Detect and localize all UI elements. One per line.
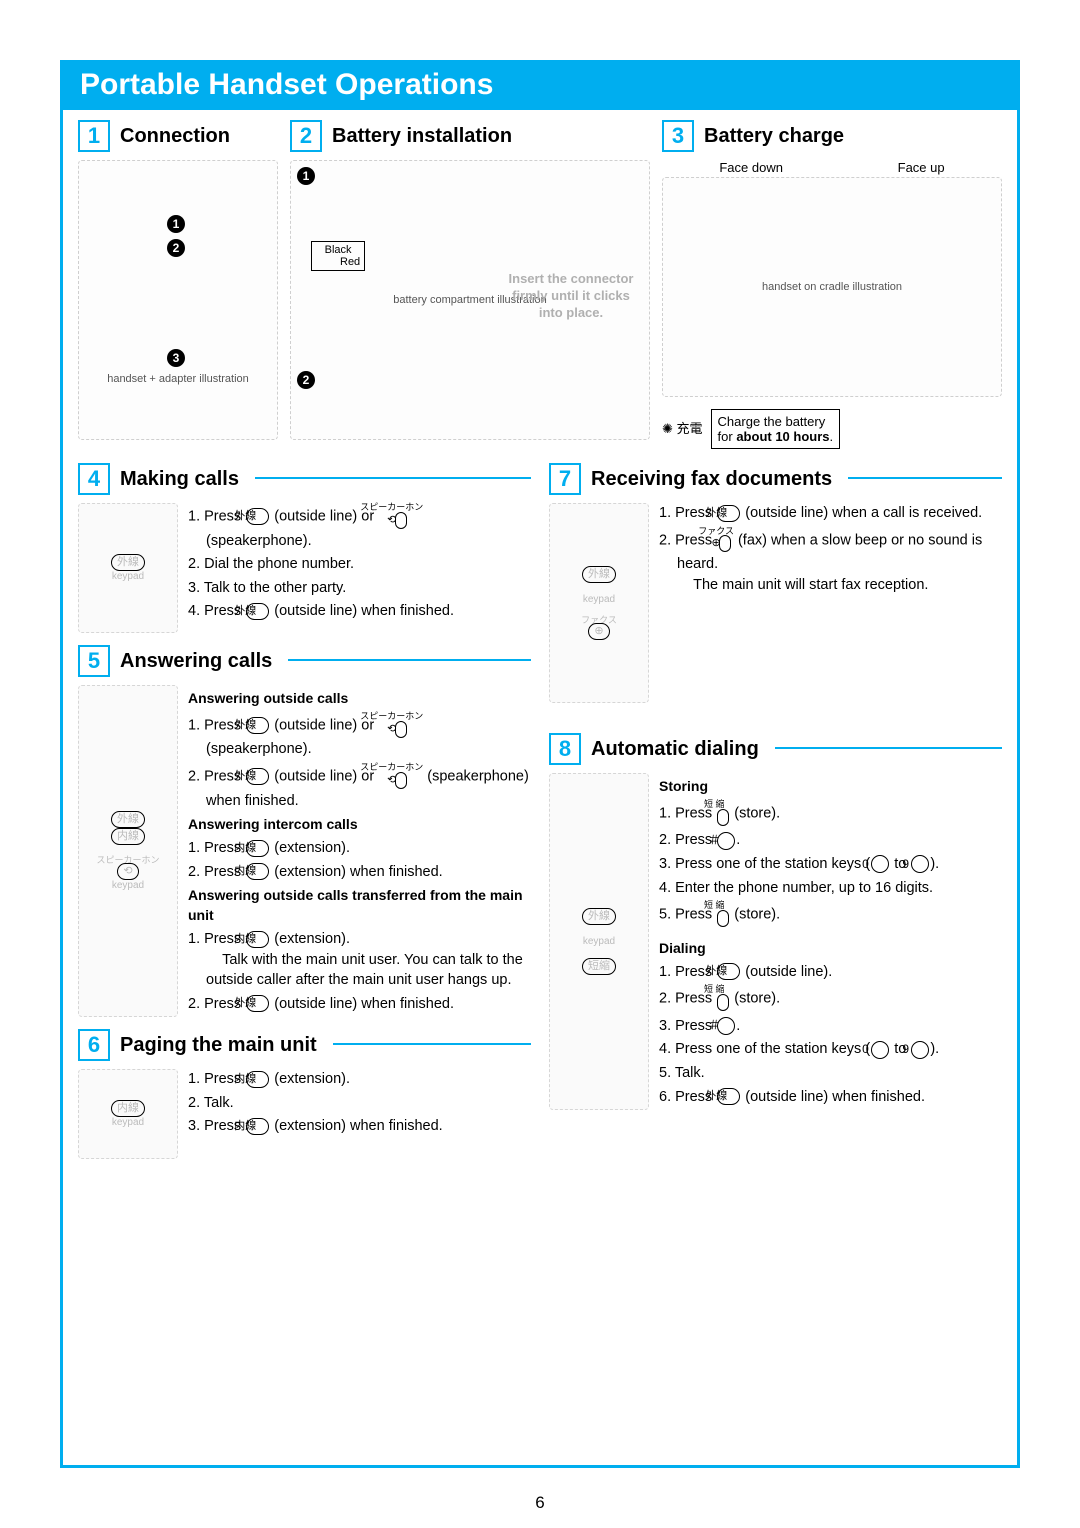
s5-sub3-head: Answering outside calls transferred from… bbox=[188, 886, 531, 926]
rule-7 bbox=[848, 477, 1002, 479]
s6-1: 1. Press 内線 (extension). bbox=[188, 1069, 531, 1090]
title-making-calls: Making calls bbox=[120, 468, 239, 491]
s4-step2: 2. Dial the phone number. bbox=[188, 554, 531, 575]
diagram-battery-install: 1 2 Black Red Insert the connector firml… bbox=[290, 160, 650, 440]
title-battery-install: Battery installation bbox=[332, 125, 512, 148]
section-battery-charge: 3 Battery charge Face down Face up hands… bbox=[662, 120, 1002, 449]
charge-note-a: Charge the battery bbox=[718, 414, 826, 429]
s7-1: 1. Press 外線 (outside line) when a call i… bbox=[659, 503, 1002, 524]
title-paging: Paging the main unit bbox=[120, 1034, 317, 1057]
badge-2: 2 bbox=[290, 120, 322, 152]
s7-2: 2. Press ファクス⊕ (fax) when a slow beep or… bbox=[659, 527, 1002, 596]
face-labels: Face down Face up bbox=[662, 160, 1002, 175]
s6-2: 2. Talk. bbox=[188, 1093, 531, 1114]
section-4-body: 外線keypad 1. Press 外線 (outside line) or ス… bbox=[78, 503, 531, 633]
badge-6: 6 bbox=[78, 1029, 110, 1061]
keypad-illus-8: 外線keypad短縮 bbox=[549, 773, 649, 1110]
bottom-columns: 4 Making calls 外線keypad 1. Press 外線 (out… bbox=[78, 463, 1002, 1171]
right-column: 7 Receiving fax documents 外線keypadファクス⊕ … bbox=[549, 463, 1002, 1171]
instr-5: Answering outside calls 1. Press 外線 (out… bbox=[188, 685, 531, 1017]
s5-2-2: 2. Press 内線 (extension) when finished. bbox=[188, 862, 531, 883]
diagram-battery-charge: handset on cradle illustration bbox=[662, 177, 1002, 397]
badge-3: 3 bbox=[662, 120, 694, 152]
label-black: Black bbox=[325, 244, 352, 256]
section-8-body: 外線keypad短縮 Storing 1. Press 短 縮 (store).… bbox=[549, 773, 1002, 1110]
s8-d-6: 6. Press 外線 (outside line) when finished… bbox=[659, 1087, 1002, 1108]
title-fax: Receiving fax documents bbox=[591, 468, 832, 491]
page-title: Portable Handset Operations bbox=[80, 68, 493, 101]
s8-st-1: 1. Press 短 縮 (store). bbox=[659, 800, 1002, 828]
s4-step3: 3. Talk to the other party. bbox=[188, 578, 531, 599]
s8-d-3: 3. Press ＃. bbox=[659, 1016, 1002, 1037]
charge-jp: 充電 bbox=[677, 421, 703, 436]
s5-1-2: 2. Press 外線 (outside line) or スピーカーホン⟲ (… bbox=[188, 763, 531, 811]
instr-8: Storing 1. Press 短 縮 (store). 2. Press ＃… bbox=[659, 773, 1002, 1110]
rule-5 bbox=[288, 659, 531, 661]
s6-3: 3. Press 内線 (extension) when finished. bbox=[188, 1116, 531, 1137]
s5-3-2: 2. Press 外線 (outside line) when finished… bbox=[188, 994, 531, 1015]
title-answering: Answering calls bbox=[120, 650, 272, 673]
badge-7: 7 bbox=[549, 463, 581, 495]
rule-6 bbox=[333, 1043, 531, 1045]
face-up-label: Face up bbox=[898, 160, 945, 175]
section-6-body: 内線keypad 1. Press 内線 (extension). 2. Tal… bbox=[78, 1069, 531, 1159]
section-7-body: 外線keypadファクス⊕ 1. Press 外線 (outside line)… bbox=[549, 503, 1002, 703]
s8-st-2: 2. Press ＃. bbox=[659, 830, 1002, 851]
s8-d-1: 1. Press 外線 (outside line). bbox=[659, 962, 1002, 983]
badge-4: 4 bbox=[78, 463, 110, 495]
keypad-illus-4: 外線keypad bbox=[78, 503, 178, 633]
title-battery-charge: Battery charge bbox=[704, 125, 844, 148]
s5-sub2-head: Answering intercom calls bbox=[188, 815, 531, 835]
badge-8: 8 bbox=[549, 733, 581, 765]
instr-4: 1. Press 外線 (outside line) or スピーカーホン⟲ (… bbox=[188, 503, 531, 633]
title-connection: Connection bbox=[120, 125, 230, 148]
section-5-body: 外線内線スピーカーホン⟲keypad Answering outside cal… bbox=[78, 685, 531, 1017]
s4-step4: 4. Press 外線 (outside line) when finished… bbox=[188, 601, 531, 622]
s8-st-4: 4. Enter the phone number, up to 16 digi… bbox=[659, 878, 1002, 899]
top-row: 1 Connection 1 2 3 handset + adapter ill… bbox=[78, 120, 1002, 449]
title-auto-dial: Automatic dialing bbox=[591, 738, 759, 761]
rule-8 bbox=[775, 747, 1002, 749]
left-column: 4 Making calls 外線keypad 1. Press 外線 (out… bbox=[78, 463, 531, 1171]
s5-2-1: 1. Press 内線 (extension). bbox=[188, 838, 531, 859]
keypad-illus-5: 外線内線スピーカーホン⟲keypad bbox=[78, 685, 178, 1017]
insert-note: Insert the connector firmly until it cli… bbox=[501, 271, 641, 322]
s8-d-5: 5. Talk. bbox=[659, 1063, 1002, 1084]
badge-1: 1 bbox=[78, 120, 110, 152]
s8-d-4: 4. Press one of the station keys (0 to 9… bbox=[659, 1039, 1002, 1060]
page-title-bar: Portable Handset Operations bbox=[60, 60, 1020, 110]
keypad-illus-6: 内線keypad bbox=[78, 1069, 178, 1159]
section-connection: 1 Connection 1 2 3 handset + adapter ill… bbox=[78, 120, 278, 449]
s8-st-3: 3. Press one of the station keys (0 to 9… bbox=[659, 854, 1002, 875]
instr-7: 1. Press 外線 (outside line) when a call i… bbox=[659, 503, 1002, 703]
s8-storing-head: Storing bbox=[659, 777, 1002, 797]
instr-6: 1. Press 内線 (extension). 2. Talk. 3. Pre… bbox=[188, 1069, 531, 1159]
s5-3-1: 1. Press 内線 (extension). Talk with the m… bbox=[188, 929, 531, 991]
s8-dialing-head: Dialing bbox=[659, 939, 1002, 959]
s8-st-5: 5. Press 短 縮 (store). bbox=[659, 901, 1002, 929]
diagram-connection: 1 2 3 handset + adapter illustration bbox=[78, 160, 278, 440]
rule-4 bbox=[255, 477, 531, 479]
section-battery-install: 2 Battery installation 1 2 Black Red Ins… bbox=[290, 120, 650, 449]
content-area: 1 Connection 1 2 3 handset + adapter ill… bbox=[60, 50, 1020, 1498]
s8-d-2: 2. Press 短 縮 (store). bbox=[659, 985, 1002, 1013]
badge-5: 5 bbox=[78, 645, 110, 677]
label-red: Red bbox=[340, 256, 360, 268]
keypad-illus-7: 外線keypadファクス⊕ bbox=[549, 503, 649, 703]
s5-1-1: 1. Press 外線 (outside line) or スピーカーホン⟲ (… bbox=[188, 712, 531, 760]
s4-step1: 1. Press 外線 (outside line) or スピーカーホン⟲ (… bbox=[188, 503, 531, 551]
s5-sub1-head: Answering outside calls bbox=[188, 689, 531, 709]
face-down-label: Face down bbox=[719, 160, 783, 175]
charge-note: Charge the battery for about 10 hours. bbox=[711, 409, 841, 449]
